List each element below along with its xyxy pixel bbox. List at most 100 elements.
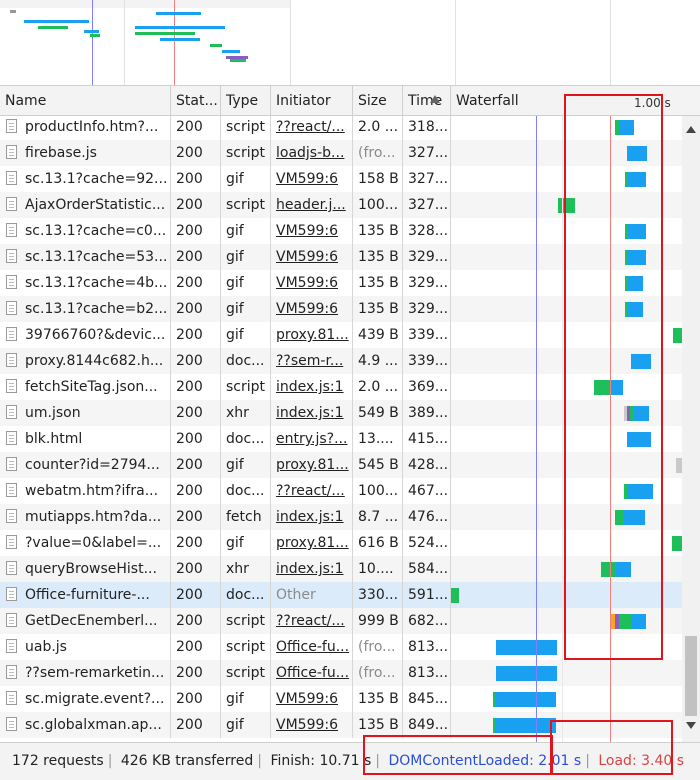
initiator-cell[interactable]: VM599:6 xyxy=(271,296,353,322)
name-cell[interactable]: sc.13.1?cache=b2... xyxy=(0,296,171,322)
initiator-link[interactable]: index.js:1 xyxy=(276,379,344,395)
scroll-up-arrow-icon[interactable] xyxy=(686,126,696,133)
column-header-type[interactable]: Type xyxy=(221,86,271,116)
initiator-cell[interactable]: ??react/... xyxy=(271,608,353,634)
name-cell[interactable]: uab.js xyxy=(0,634,171,660)
name-cell[interactable]: queryBrowseHist... xyxy=(0,556,171,582)
table-row[interactable]: sc.13.1?cache=4b... 200 gif VM599:6 135 B 329… xyxy=(0,270,682,296)
initiator-link[interactable]: proxy.81... xyxy=(276,457,349,473)
initiator-link[interactable]: VM599:6 xyxy=(276,249,339,265)
table-row[interactable]: uab.js 200 script Office-fu... (fro... 813... xyxy=(0,634,682,660)
initiator-cell[interactable]: proxy.81... xyxy=(271,530,353,556)
initiator-link[interactable]: entry.js?... xyxy=(276,431,348,447)
initiator-link[interactable]: VM599:6 xyxy=(276,171,339,187)
request-list[interactable]: productInfo.htm?... 200 script ??react/... 2… xyxy=(0,116,700,742)
initiator-link[interactable]: ??react/... xyxy=(276,483,345,499)
initiator-cell[interactable]: Office-fu... xyxy=(271,634,353,660)
initiator-cell[interactable]: VM599:6 xyxy=(271,218,353,244)
table-row[interactable]: sc.globalxman.ap... 200 gif VM599:6 135 B 849… xyxy=(0,712,682,738)
table-row[interactable]: ??sem-remarketin... 200 script Office-fu...… xyxy=(0,660,682,686)
initiator-link[interactable]: VM599:6 xyxy=(276,717,339,733)
name-cell[interactable]: firebase.js xyxy=(0,140,171,166)
name-cell[interactable]: mutiapps.htm?da... xyxy=(0,504,171,530)
table-row[interactable]: queryBrowseHist... 200 xhr index.js:1 10....… xyxy=(0,556,682,582)
initiator-link[interactable]: index.js:1 xyxy=(276,561,344,577)
initiator-cell[interactable]: index.js:1 xyxy=(271,400,353,426)
name-cell[interactable]: fetchSiteTag.json... xyxy=(0,374,171,400)
initiator-cell[interactable]: ??sem-r... xyxy=(271,348,353,374)
initiator-cell[interactable]: proxy.81... xyxy=(271,322,353,348)
initiator-cell[interactable]: Office-fu... xyxy=(271,660,353,686)
table-row[interactable]: firebase.js 200 script loadjs-b... (fro... 32… xyxy=(0,140,682,166)
initiator-link[interactable]: VM599:6 xyxy=(276,275,339,291)
initiator-link[interactable]: ??sem-r... xyxy=(276,353,344,369)
initiator-cell[interactable]: VM599:6 xyxy=(271,244,353,270)
scroll-down-arrow-icon[interactable] xyxy=(686,722,696,729)
name-cell[interactable]: counter?id=2794... xyxy=(0,452,171,478)
column-header-time[interactable]: Time xyxy=(403,86,451,116)
table-row[interactable]: AjaxOrderStatistic... 200 script header.j..… xyxy=(0,192,682,218)
initiator-cell[interactable]: entry.js?... xyxy=(271,426,353,452)
initiator-cell[interactable]: ??react/... xyxy=(271,478,353,504)
name-cell[interactable]: ?value=0&label=... xyxy=(0,530,171,556)
name-cell[interactable]: AjaxOrderStatistic... xyxy=(0,192,171,218)
table-row[interactable]: sc.13.1?cache=b2... 200 gif VM599:6 135 B 329… xyxy=(0,296,682,322)
table-row[interactable]: fetchSiteTag.json... 200 script index.js:1 2… xyxy=(0,374,682,400)
name-cell[interactable]: webatm.htm?ifra... xyxy=(0,478,171,504)
initiator-cell[interactable]: VM599:6 xyxy=(271,166,353,192)
column-header-size[interactable]: Size xyxy=(353,86,403,116)
column-header-waterfall[interactable]: Waterfall xyxy=(451,86,700,116)
name-cell[interactable]: sc.globalxman.ap... xyxy=(0,712,171,738)
name-cell[interactable]: sc.13.1?cache=92... xyxy=(0,166,171,192)
name-cell[interactable]: sc.13.1?cache=c0... xyxy=(0,218,171,244)
initiator-cell[interactable]: VM599:6 xyxy=(271,686,353,712)
table-row[interactable]: webatm.htm?ifra... 200 doc... ??react/... 10… xyxy=(0,478,682,504)
initiator-cell[interactable]: index.js:1 xyxy=(271,556,353,582)
table-row[interactable]: proxy.8144c682.h... 200 doc... ??sem-r... 4.… xyxy=(0,348,682,374)
initiator-link[interactable]: VM599:6 xyxy=(276,223,339,239)
table-row[interactable]: sc.migrate.event?... 200 gif VM599:6 135 B 84… xyxy=(0,686,682,712)
initiator-link[interactable]: VM599:6 xyxy=(276,301,339,317)
initiator-link[interactable]: loadjs-b... xyxy=(276,145,345,161)
table-row[interactable]: ?value=0&label=... 200 gif proxy.81... 616 B… xyxy=(0,530,682,556)
initiator-link[interactable]: index.js:1 xyxy=(276,509,344,525)
table-row[interactable]: 39766760?&devic... 200 gif proxy.81... 439 B… xyxy=(0,322,682,348)
table-row[interactable]: sc.13.1?cache=c0... 200 gif VM599:6 135 B 328… xyxy=(0,218,682,244)
table-row[interactable]: sc.13.1?cache=53... 200 gif VM599:6 135 B 329… xyxy=(0,244,682,270)
initiator-link[interactable]: ??react/... xyxy=(276,119,345,135)
name-cell[interactable]: ??sem-remarketin... xyxy=(0,660,171,686)
name-cell[interactable]: blk.html xyxy=(0,426,171,452)
name-cell[interactable]: sc.13.1?cache=4b... xyxy=(0,270,171,296)
table-row[interactable]: Office-furniture-... 200 doc... Other 330...… xyxy=(0,582,682,608)
sort-ascending-icon[interactable] xyxy=(430,95,440,103)
name-cell[interactable]: 39766760?&devic... xyxy=(0,322,171,348)
initiator-link[interactable]: proxy.81... xyxy=(276,535,349,551)
vertical-scrollbar[interactable] xyxy=(682,116,700,742)
initiator-cell[interactable]: header.j... xyxy=(271,192,353,218)
initiator-cell[interactable]: VM599:6 xyxy=(271,712,353,738)
column-header-status[interactable]: Stat... xyxy=(171,86,221,116)
initiator-link[interactable]: Office-fu... xyxy=(276,639,350,655)
initiator-link[interactable]: index.js:1 xyxy=(276,405,344,421)
initiator-link[interactable]: header.j... xyxy=(276,197,346,213)
table-row[interactable]: um.json 200 xhr index.js:1 549 B 389... xyxy=(0,400,682,426)
initiator-link[interactable]: proxy.81... xyxy=(276,327,349,343)
name-cell[interactable]: um.json xyxy=(0,400,171,426)
initiator-link[interactable]: ??react/... xyxy=(276,613,345,629)
name-cell[interactable]: Office-furniture-... xyxy=(0,582,171,608)
initiator-link[interactable]: Office-fu... xyxy=(276,665,350,681)
initiator-cell[interactable]: VM599:6 xyxy=(271,270,353,296)
initiator-cell[interactable]: index.js:1 xyxy=(271,504,353,530)
table-row[interactable]: sc.13.1?cache=92... 200 gif VM599:6 158 B 327… xyxy=(0,166,682,192)
initiator-cell[interactable]: loadjs-b... xyxy=(271,140,353,166)
column-header-name[interactable]: Name xyxy=(0,86,171,116)
name-cell[interactable]: GetDecEnemberl... xyxy=(0,608,171,634)
initiator-cell[interactable]: ??react/... xyxy=(271,116,353,140)
name-cell[interactable]: sc.migrate.event?... xyxy=(0,686,171,712)
scrollbar-thumb[interactable] xyxy=(685,636,697,716)
table-row[interactable]: blk.html 200 doc... entry.js?... 13.... 415..… xyxy=(0,426,682,452)
name-cell[interactable]: proxy.8144c682.h... xyxy=(0,348,171,374)
name-cell[interactable]: productInfo.htm?... xyxy=(0,116,171,140)
table-row[interactable]: productInfo.htm?... 200 script ??react/... 2… xyxy=(0,116,682,140)
table-row[interactable]: mutiapps.htm?da... 200 fetch index.js:1 8.7 … xyxy=(0,504,682,530)
